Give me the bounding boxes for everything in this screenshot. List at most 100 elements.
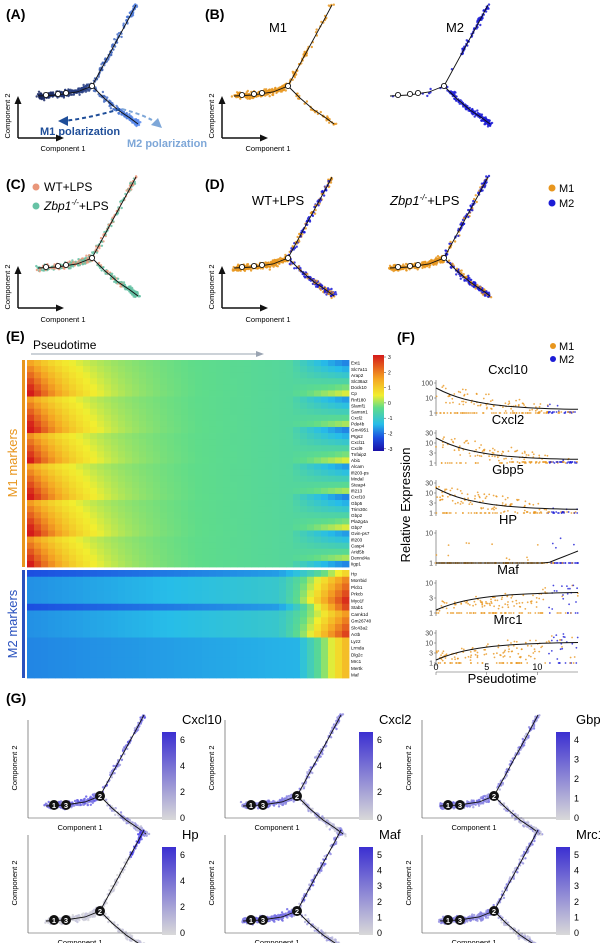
- heatmap-cell: [244, 408, 252, 416]
- heatmap-cell: [230, 414, 238, 422]
- heatmap-cell: [202, 560, 210, 568]
- heatmap-cell: [230, 542, 238, 550]
- heatmap-cell: [265, 414, 273, 422]
- heatmap-cell: [153, 617, 161, 625]
- heatmap-cell: [90, 384, 98, 391]
- heatmap-cell: [195, 463, 203, 470]
- heatmap-cell: [328, 637, 336, 645]
- heatmap-cell: [55, 451, 63, 458]
- heatmap-cell: [272, 384, 280, 391]
- heatmap-cell: [34, 360, 42, 367]
- heatmap-cell: [181, 548, 189, 556]
- heatmap-cell: [272, 475, 280, 483]
- heatmap-cell: [132, 372, 140, 379]
- heatmap-cell: [251, 603, 259, 611]
- scatter-point: [288, 262, 291, 266]
- heatmap-cell: [90, 664, 98, 672]
- panel-d-ylabel: Component 2: [207, 264, 216, 309]
- heatmap-cell: [314, 493, 322, 501]
- heatmap-cell: [335, 360, 343, 367]
- heatmap-cell: [55, 433, 63, 440]
- heatmap-cell: [181, 463, 189, 470]
- heatmap-cell: [237, 463, 245, 470]
- m2-markers-label: M2 markers: [5, 589, 20, 658]
- heatmap-cell: [104, 554, 112, 562]
- heatmap-cell: [244, 597, 252, 605]
- heatmap-row: [27, 610, 350, 618]
- heatmap-cell: [146, 536, 154, 544]
- heatmap-cell: [237, 617, 245, 625]
- scatter-point: [95, 251, 99, 254]
- heatmap-cell: [272, 402, 280, 410]
- heatmap-cell: [111, 610, 119, 618]
- heatmap-cell: [202, 651, 210, 659]
- heatmap-cell: [321, 384, 329, 391]
- heatmap-cell: [265, 366, 273, 373]
- heatmap-cell: [174, 554, 182, 562]
- heatmap-cell: [153, 481, 161, 489]
- heatmap-cell: [41, 402, 49, 410]
- heatmap-cell: [132, 457, 140, 464]
- heatmap-cell: [237, 542, 245, 550]
- heatmap-cell: [118, 610, 126, 618]
- heatmap-cell: [223, 617, 231, 625]
- heatmap-cell: [216, 420, 224, 428]
- heatmap-cell: [139, 366, 147, 373]
- heatmap-cell: [55, 396, 63, 404]
- heatmap-cell: [188, 630, 196, 638]
- heatmap-cell: [216, 524, 224, 531]
- heatmap-cell: [209, 481, 217, 489]
- heatmap-cell: [230, 548, 238, 556]
- heatmap-cell: [251, 644, 259, 652]
- heatmap-cell: [328, 372, 336, 379]
- heatmap-cell: [41, 651, 49, 659]
- heatmap-cell: [202, 536, 210, 544]
- heatmap-cell: [300, 630, 308, 638]
- scatter-point: [284, 89, 287, 92]
- scatter-point: [275, 91, 278, 95]
- heatmap-cell: [83, 445, 91, 452]
- heatmap-cell: [132, 590, 140, 598]
- heatmap-cell: [48, 396, 56, 404]
- heatmap-cell: [90, 542, 98, 550]
- heatmap-cell: [146, 651, 154, 659]
- heatmap-cell: [279, 384, 287, 391]
- heatmap-cell: [41, 360, 49, 367]
- heatmap-cell: [335, 590, 343, 598]
- heatmap-cell: [97, 360, 105, 367]
- heatmap-cell: [314, 518, 322, 525]
- heatmap-cell: [41, 597, 49, 605]
- heatmap-cell: [62, 487, 70, 495]
- heatmap-cell: [27, 657, 35, 665]
- heatmap-cell: [34, 487, 42, 495]
- heatmap-cell: [181, 657, 189, 665]
- heatmap-cell: [223, 426, 231, 434]
- heatmap-cell: [265, 426, 273, 434]
- heatmap-cell: [125, 475, 133, 483]
- heatmap-cell: [118, 426, 126, 434]
- heatmap-cell: [223, 630, 231, 638]
- heatmap-cell: [160, 548, 168, 556]
- heatmap-cell: [139, 384, 147, 391]
- heatmap-cell: [153, 414, 161, 422]
- heatmap-cell: [265, 360, 273, 367]
- heatmap-cell: [307, 500, 315, 507]
- heatmap-cell: [160, 603, 168, 611]
- heatmap-cell: [90, 420, 98, 428]
- heatmap-cell: [97, 637, 105, 645]
- heatmap-cell: [48, 493, 56, 501]
- heatmap-cell: [300, 518, 308, 525]
- heatmap-cell: [321, 524, 329, 531]
- heatmap-cell: [209, 554, 217, 562]
- heatmap-cell: [335, 651, 343, 659]
- heatmap-cell: [62, 457, 70, 464]
- heatmap-cell: [258, 378, 266, 385]
- heatmap-cell: [90, 408, 98, 416]
- heatmap-cell: [286, 597, 294, 605]
- heatmap-cell: [27, 536, 35, 544]
- heatmap-cell: [167, 396, 175, 404]
- heatmap-cell: [188, 414, 196, 422]
- heatmap-cell: [104, 469, 112, 477]
- heatmap-cell: [307, 366, 315, 373]
- heatmap-cell: [321, 518, 329, 525]
